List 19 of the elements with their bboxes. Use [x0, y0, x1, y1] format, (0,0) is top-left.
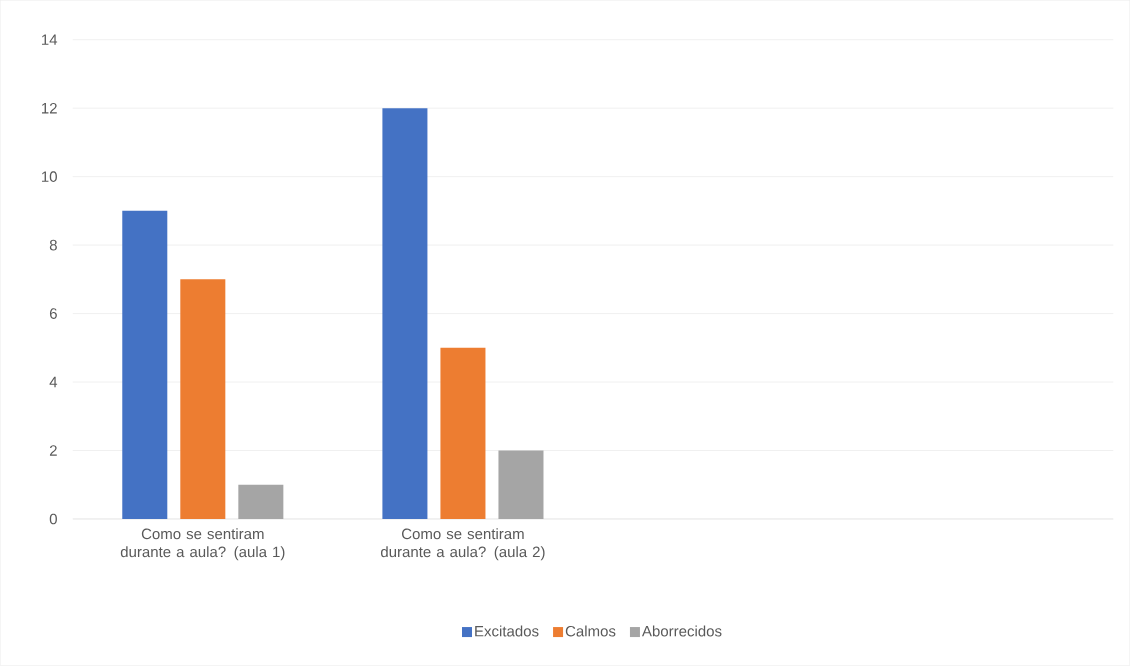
bar — [440, 347, 486, 520]
y-tick-label: 12 — [42, 103, 57, 114]
bar — [498, 450, 544, 520]
x-tick-label: Como se sentiram durante a aula? (aula 2) — [380, 528, 545, 561]
y-tick-label: 8 — [49, 239, 57, 251]
y-tick-label: 0 — [49, 513, 57, 525]
y-tick-label: 10 — [42, 171, 57, 183]
bar — [122, 211, 168, 520]
bar — [238, 484, 284, 520]
y-tick-label: 2 — [49, 445, 57, 456]
bar — [382, 108, 428, 520]
y-tick-label: 6 — [49, 308, 57, 319]
y-tick-label: 4 — [49, 376, 58, 388]
bar — [180, 279, 226, 520]
legend-label: Calmos — [565, 625, 616, 637]
x-tick-label: Como se sentiram durante a aula? (aula 1) — [120, 528, 285, 561]
y-tick-label: 14 — [42, 34, 58, 45]
legend-label: Excitados — [475, 625, 539, 637]
legend-label: Aborrecidos — [641, 625, 722, 637]
